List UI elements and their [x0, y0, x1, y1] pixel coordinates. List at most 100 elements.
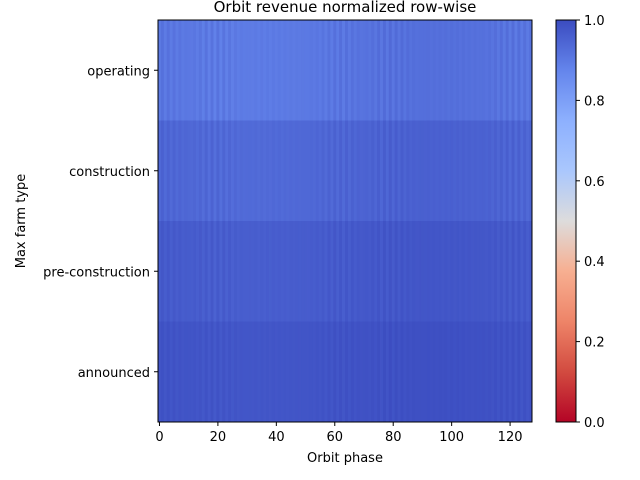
heatmap-cell [494, 20, 498, 121]
heatmap-cell [394, 120, 398, 222]
x-tick-label: 100 [439, 430, 464, 445]
heatmap-cell [499, 221, 504, 322]
heatmap-cell [520, 221, 524, 322]
heatmap-cell [228, 321, 232, 423]
heatmap-cell [213, 20, 217, 121]
heatmap-cell [502, 120, 507, 222]
heatmap-cell [488, 20, 492, 121]
heatmap-cell [482, 221, 486, 322]
heatmap-cell [476, 20, 480, 121]
heatmap-cell [245, 20, 249, 121]
heatmap-cell [219, 20, 223, 121]
heatmap-cell [470, 20, 474, 121]
heatmap-cell [298, 120, 302, 222]
chart-title: Orbit revenue normalized row-wise [214, 0, 477, 16]
heatmap-cell [485, 221, 489, 322]
heatmap-cell [251, 120, 255, 222]
heatmap-cell [394, 20, 398, 121]
heatmap-cell [204, 321, 209, 423]
heatmap-cell [277, 221, 282, 322]
x-tick-label: 20 [210, 430, 227, 445]
heatmap-cell [473, 20, 477, 121]
heatmap-cell [456, 120, 460, 222]
heatmap-cell [529, 221, 533, 322]
heatmap-cell [309, 221, 314, 322]
heatmap-cell [438, 20, 442, 121]
heatmap-cell [318, 20, 323, 121]
heatmap-cell [508, 321, 512, 423]
heatmap-cell [184, 221, 188, 322]
heatmap-cell [286, 20, 290, 121]
heatmap-cell [350, 20, 355, 121]
heatmap-cell [260, 20, 264, 121]
heatmap-cell [479, 120, 483, 222]
heatmap-cell [377, 321, 381, 423]
heatmap-cell [248, 221, 252, 322]
heatmap-cell [222, 20, 226, 121]
heatmap-cell [397, 321, 401, 423]
heatmap-cell [397, 20, 401, 121]
heatmap-cell [163, 20, 168, 121]
heatmap-cell [397, 221, 401, 322]
heatmap-cell [447, 321, 451, 423]
heatmap-cell [280, 120, 285, 222]
heatmap-cell [476, 221, 480, 322]
heatmap-cell [353, 20, 358, 121]
heatmap-cell [327, 321, 331, 423]
heatmap-cell [374, 321, 378, 423]
heatmap-cell [251, 321, 255, 423]
heatmap-cell [491, 20, 495, 121]
heatmap-cell [187, 120, 191, 222]
heatmap-cell [158, 221, 162, 322]
heatmap-cell [201, 20, 206, 121]
heatmap-cell [330, 321, 334, 423]
heatmap-cell [444, 221, 448, 322]
heatmap-cell [350, 221, 355, 322]
heatmap-cell [438, 120, 442, 222]
heatmap-cell [187, 221, 191, 322]
heatmap-cell [429, 120, 434, 222]
heatmap-cell [380, 221, 384, 322]
heatmap-cell [181, 20, 185, 121]
heatmap-cell [289, 221, 293, 322]
heatmap-cell [271, 120, 276, 222]
heatmap-cell [274, 120, 279, 222]
heatmap-cell [263, 120, 267, 222]
heatmap-cell [342, 20, 346, 121]
heatmap-cell [280, 20, 285, 121]
heatmap-cell [277, 20, 282, 121]
heatmap-cell [307, 120, 311, 222]
heatmap-cell [374, 221, 378, 322]
heatmap-cell [231, 321, 235, 423]
heatmap-cell [292, 120, 296, 222]
heatmap-cell [441, 321, 445, 423]
heatmap-cell [233, 120, 238, 222]
heatmap-cell [356, 221, 361, 322]
heatmap-cell [494, 221, 498, 322]
heatmap-cell [236, 221, 241, 322]
heatmap-cell [526, 20, 530, 121]
heatmap-cell [347, 221, 352, 322]
heatmap-cell [418, 20, 422, 121]
heatmap-cell [514, 321, 518, 423]
heatmap-cell [312, 120, 317, 222]
heatmap-cell [216, 20, 220, 121]
heatmap-cell [283, 221, 287, 322]
heatmap-cell [461, 321, 466, 423]
heatmap-cell [403, 221, 407, 322]
heatmap-cell [347, 120, 352, 222]
heatmap-cell [228, 221, 232, 322]
heatmap-cell [520, 20, 524, 121]
heatmap-cell [330, 221, 334, 322]
heatmap-cell [269, 20, 273, 121]
heatmap-cell [187, 20, 191, 121]
heatmap-cell [324, 20, 328, 121]
heatmap-cell [254, 321, 258, 423]
y-axis-label: Max farm type [14, 174, 29, 269]
heatmap-cell [307, 20, 311, 121]
heatmap-cell [172, 321, 176, 423]
heatmap-cell [233, 321, 238, 423]
heatmap-cell [382, 120, 387, 222]
heatmap-cell [380, 20, 384, 121]
heatmap-cell [195, 221, 200, 322]
